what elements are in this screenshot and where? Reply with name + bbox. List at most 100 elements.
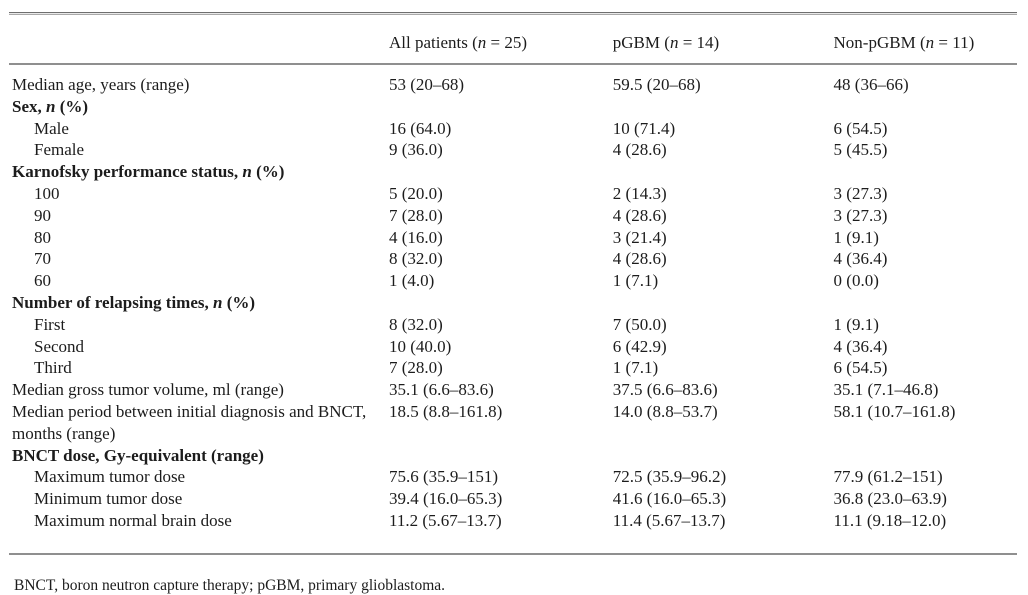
cell-value: 4 (28.6) — [612, 140, 667, 160]
row-label: Median period between initial diagnosis … — [12, 401, 367, 443]
cell-value: 53 (20–68) — [389, 75, 465, 94]
cell-value: 18.5 (8.8–161.8) — [389, 401, 503, 421]
table-row: Maximum normal brain dose 11.2 (5.67–13.7… — [9, 510, 1017, 545]
cell-value: 1 (7.1) — [612, 271, 659, 291]
cell-value: 1 (9.1) — [833, 314, 879, 334]
row-label: 100 — [34, 183, 60, 203]
cell-value: 8 (32.0) — [389, 314, 443, 334]
row-label: Median age, years (range) — [12, 75, 190, 94]
cell-value — [389, 96, 613, 118]
table-row: 80 4 (16.0) 3 (21.4) 1 (9.1) — [9, 227, 1017, 249]
table-body: Median age, years (range) 53 (20–68) 59.5 … — [9, 64, 1017, 545]
row-label: Female — [34, 140, 85, 160]
row-label: Karnofsky performance status, n (%) — [12, 162, 285, 182]
table-row: 90 7 (28.0) 4 (28.6) 3 (27.3) — [9, 205, 1017, 227]
cell-value: 11.1 (9.18–12.0) — [833, 510, 947, 530]
column-header: All patients (n = 25) — [389, 23, 613, 65]
table-header-row: All patients (n = 25) pGBM (n = 14) Non-pG… — [9, 23, 1017, 65]
cell-value — [613, 292, 834, 314]
cell-value: 4 (28.6) — [612, 205, 667, 225]
cell-value: 11.4 (5.67–13.7) — [612, 510, 726, 530]
cell-value: 3 (21.4) — [612, 227, 667, 247]
cell-value: 37.5 (6.6–83.6) — [612, 380, 718, 400]
row-label: First — [34, 314, 66, 334]
cell-value: 7 (50.0) — [612, 314, 667, 334]
table-row: Median gross tumor volume, ml (range) 35.… — [9, 379, 1017, 401]
cell-value: 41.6 (16.0–65.3) — [612, 489, 727, 509]
cell-value — [834, 161, 1017, 183]
cell-value: 4 (36.4) — [833, 249, 888, 269]
cell-value — [613, 96, 834, 118]
patient-characteristics-table: All patients (n = 25) pGBM (n = 14) Non-pG… — [9, 23, 1017, 545]
cell-value: 2 (14.3) — [612, 183, 667, 203]
cell-value: 7 (28.0) — [389, 205, 443, 225]
cell-value: 6 (42.9) — [612, 336, 667, 356]
row-label: BNCT dose, Gy-equivalent (range) — [12, 445, 264, 465]
cell-value — [834, 96, 1017, 118]
table-row: Minimum tumor dose 39.4 (16.0–65.3) 41.6 (… — [9, 488, 1017, 510]
cell-value — [613, 161, 834, 183]
row-label: 80 — [34, 227, 51, 247]
cell-value: 77.9 (61.2–151) — [833, 467, 943, 487]
row-label: Maximum tumor dose — [34, 467, 186, 487]
table-row: 70 8 (32.0) 4 (28.6) 4 (36.4) — [9, 248, 1017, 270]
cell-value: 14.0 (8.8–53.7) — [612, 401, 718, 421]
cell-value: 6 (54.5) — [833, 118, 888, 138]
table-row: 100 5 (20.0) 2 (14.3) 3 (27.3) — [9, 183, 1017, 205]
cell-value: 39.4 (16.0–65.3) — [389, 489, 503, 509]
table-row: Female 9 (36.0) 4 (28.6) 5 (45.5) — [9, 139, 1017, 161]
table-row: Median period between initial diagnosis … — [9, 401, 1017, 445]
cell-value: 6 (54.5) — [833, 358, 888, 378]
cell-value: 58.1 (10.7–161.8) — [833, 401, 956, 421]
row-label: 60 — [34, 271, 51, 291]
cell-value: 4 (36.4) — [833, 336, 888, 356]
row-label: Second — [34, 336, 85, 356]
cell-value: 16 (64.0) — [389, 118, 452, 138]
row-label: Third — [34, 358, 72, 378]
cell-value: 36.8 (23.0–63.9) — [833, 489, 947, 509]
cell-value: 11.2 (5.67–13.7) — [389, 510, 502, 530]
row-label: Male — [34, 118, 69, 138]
row-label: Maximum normal brain dose — [34, 510, 232, 530]
row-label: Median gross tumor volume, ml (range) — [12, 380, 284, 400]
table-row: First 8 (32.0) 7 (50.0) 1 (9.1) — [9, 314, 1017, 336]
table-row: Number of relapsing times, n (%) — [9, 292, 1017, 314]
cell-value: 4 (28.6) — [612, 249, 667, 269]
cell-value: 35.1 (7.1–46.8) — [833, 380, 939, 400]
cell-value — [834, 292, 1017, 314]
cell-value: 5 (45.5) — [833, 140, 888, 160]
cell-value: 1 (7.1) — [612, 358, 659, 378]
cell-value: 10 (71.4) — [612, 118, 676, 138]
table-top-rule — [9, 12, 1017, 15]
table-footnote: BNCT, boron neutron capture therapy; pGB… — [14, 576, 446, 594]
cell-value — [389, 161, 613, 183]
table-row: BNCT dose, Gy-equivalent (range) — [9, 445, 1017, 467]
table-header: All patients (n = 25) pGBM (n = 14) Non-pG… — [9, 23, 1017, 65]
row-label: Number of relapsing times, n (%) — [12, 292, 256, 312]
label-column-header — [9, 23, 390, 65]
row-label: Minimum tumor dose — [34, 489, 183, 509]
table-row: Maximum tumor dose 75.6 (35.9–151) 72.5 (3… — [9, 466, 1017, 488]
cell-value: 8 (32.0) — [389, 249, 443, 269]
table-row: Karnofsky performance status, n (%) — [9, 161, 1017, 183]
row-label: 90 — [34, 205, 51, 225]
table-row: 60 1 (4.0) 1 (7.1) 0 (0.0) — [9, 270, 1017, 292]
row-label: 70 — [34, 249, 51, 269]
column-header: pGBM (n = 14) — [612, 23, 834, 65]
cell-value: 9 (36.0) — [389, 140, 443, 160]
table-row: Sex, n (%) — [9, 96, 1017, 118]
column-header: Non-pGBM (n = 11) — [833, 23, 1017, 65]
table-row: Male 16 (64.0) 10 (71.4) 6 (54.5) — [9, 118, 1017, 140]
cell-value: 5 (20.0) — [389, 183, 443, 203]
cell-value: 7 (28.0) — [389, 358, 443, 378]
cell-value — [389, 292, 613, 314]
cell-value — [613, 445, 834, 467]
row-label: Sex, n (%) — [12, 96, 89, 116]
cell-value: 10 (40.0) — [389, 336, 452, 356]
cell-value: 4 (16.0) — [389, 227, 443, 247]
cell-value: 3 (27.3) — [833, 183, 888, 203]
cell-value: 72.5 (35.9–96.2) — [612, 467, 727, 487]
cell-value: 1 (9.1) — [833, 227, 879, 247]
table-row: Third 7 (28.0) 1 (7.1) 6 (54.5) — [9, 357, 1017, 379]
